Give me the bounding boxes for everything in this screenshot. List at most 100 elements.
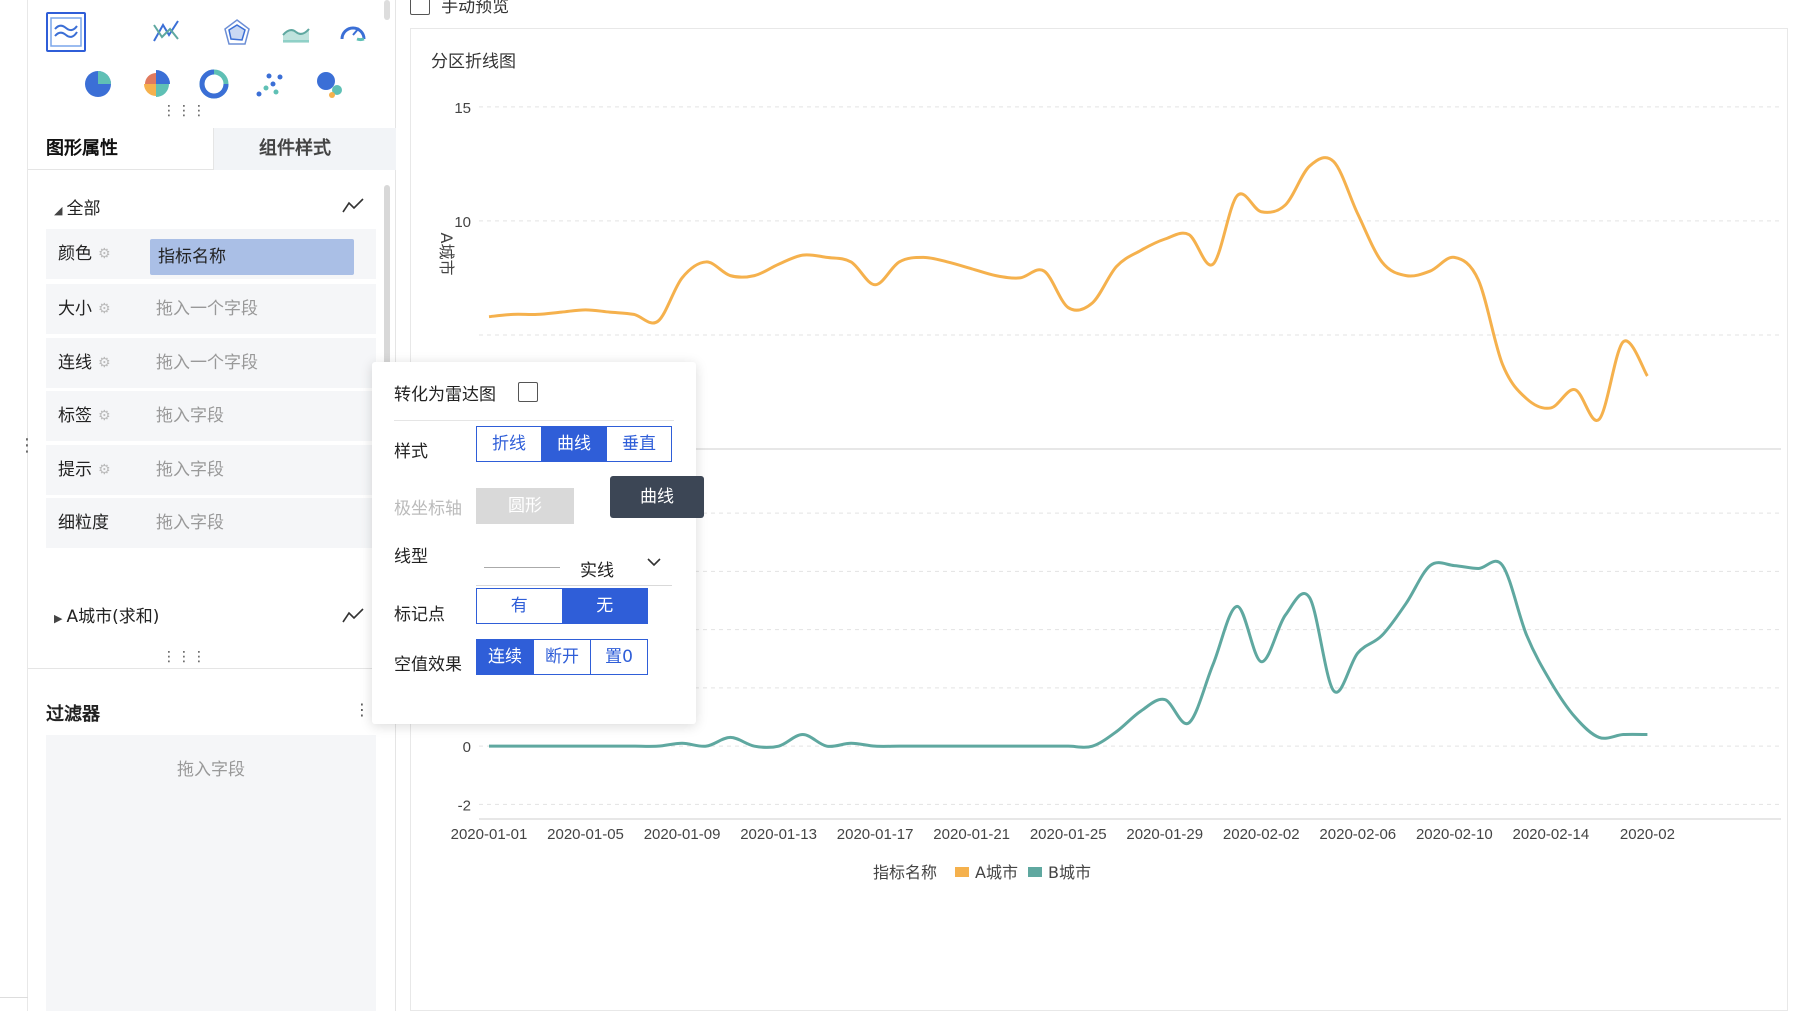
manual-preview-toggle[interactable]: 手动预览	[410, 0, 509, 17]
x-tick-label: 2020-02-10	[1416, 826, 1493, 843]
chevron-down-icon[interactable]	[646, 554, 662, 574]
radar-toggle-label: 转化为雷达图	[394, 385, 496, 405]
y-tick-label: 0	[463, 739, 471, 756]
null-effect-option[interactable]: 置0	[605, 647, 633, 667]
null-effect-option[interactable]: 断开	[534, 640, 591, 674]
null-effect-segmented-control: 连续 断开 置0	[476, 639, 648, 675]
left-strip	[0, 0, 28, 1011]
x-tick-label: 2020-01-25	[1030, 826, 1107, 843]
multi-line-chart-icon[interactable]	[46, 12, 86, 52]
field-label: 提示	[58, 460, 92, 480]
legend-title: 指标名称	[873, 863, 937, 882]
divider	[28, 668, 396, 669]
bubble-chart-icon[interactable]	[309, 64, 349, 104]
field-drop-placeholder[interactable]: 拖入字段	[156, 406, 224, 426]
field-label: 颜色	[58, 244, 92, 264]
line-chart-type-icon[interactable]	[342, 607, 364, 625]
gear-icon[interactable]: ⚙	[98, 408, 111, 424]
x-tick-label: 2020-02-02	[1223, 826, 1300, 843]
field-label: 标签	[58, 406, 92, 426]
field-pill[interactable]: 指标名称	[150, 239, 354, 275]
marker-option[interactable]: 无	[562, 589, 647, 623]
line-type-label: 线型	[394, 547, 428, 567]
divider	[394, 420, 674, 421]
x-tick-label: 2020-01-05	[547, 826, 624, 843]
gear-icon[interactable]: ⚙	[98, 246, 111, 262]
section-a-city[interactable]: ▶ A城市(求和)	[54, 602, 159, 632]
cross-line-chart-icon[interactable]	[146, 12, 186, 52]
polar-axis-label: 极坐标轴	[394, 499, 462, 519]
legend-item: A城市	[975, 863, 1018, 882]
gear-icon[interactable]: ⚙	[98, 462, 111, 478]
null-effect-label: 空值效果	[394, 655, 462, 675]
line-type-select[interactable]: 实线	[476, 548, 672, 586]
style-label: 样式	[394, 442, 428, 462]
filter-drop-zone[interactable]: 拖入字段	[46, 735, 376, 1011]
field-label: 连线	[58, 353, 92, 373]
expand-triangle-icon[interactable]: ▶	[54, 612, 63, 625]
y-tick-label: 10	[454, 214, 471, 231]
manual-preview-label: 手动预览	[441, 0, 510, 17]
scatter-chart-icon[interactable]	[250, 64, 290, 104]
style-segmented-control: 折线 曲线 垂直	[476, 426, 672, 462]
series-line-a-city	[488, 156, 1649, 422]
style-option[interactable]: 垂直	[622, 434, 656, 454]
field-drop-placeholder[interactable]: 拖入一个字段	[156, 353, 258, 373]
field-row-color[interactable]: 颜色 ⚙ 指标名称	[46, 229, 376, 279]
line-type-value: 实线	[580, 561, 614, 581]
tab-graph-attributes[interactable]: 图形属性	[46, 138, 118, 159]
field-row-tip[interactable]: 提示 ⚙ 拖入字段	[46, 445, 376, 495]
gauge-chart-icon[interactable]	[333, 12, 373, 52]
style-option[interactable]: 折线	[477, 427, 542, 461]
x-tick-label: 2020-02-14	[1512, 826, 1589, 843]
series-line-b-city	[489, 559, 1648, 749]
filter-title: 过滤器	[46, 704, 100, 725]
polar-circle-option[interactable]: 圆形	[476, 488, 574, 524]
section-all[interactable]: ◢ 全部	[54, 194, 100, 224]
rose-pie-chart-icon[interactable]	[136, 64, 176, 104]
x-tick-label: 2020-01-09	[644, 826, 721, 843]
x-tick-label: 2020-01-01	[451, 826, 528, 843]
filter-placeholder: 拖入字段	[177, 760, 245, 780]
marker-segmented-control: 有无	[476, 588, 648, 624]
donut-chart-icon[interactable]	[194, 64, 234, 104]
config-panel: ⋮⋮⋮ 图形属性 组件样式 ◢ 全部 颜色 ⚙ 指标名称 大小 ⚙ 拖入一个字段 连线 ⚙ 拖入一…	[28, 0, 396, 1011]
tab-component-style[interactable]: 组件样式	[213, 128, 396, 170]
line-chart-type-icon[interactable]	[342, 197, 364, 215]
y-axis-label: A城市	[437, 233, 456, 276]
x-tick-label: 2020-02	[1620, 826, 1675, 843]
section-all-label: 全部	[66, 199, 101, 219]
pie-chart-icon[interactable]	[78, 64, 118, 104]
legend-swatch	[1028, 867, 1042, 877]
scrollbar[interactable]	[384, 185, 390, 395]
x-tick-label: 2020-01-17	[837, 826, 914, 843]
x-tick-label: 2020-01-13	[740, 826, 817, 843]
tab-bar: 图形属性 组件样式	[28, 128, 396, 170]
collapse-triangle-icon[interactable]: ◢	[54, 204, 63, 217]
field-drop-placeholder[interactable]: 拖入字段	[156, 460, 224, 480]
resize-handle-icon[interactable]: ⋮⋮⋮	[162, 103, 207, 119]
field-row-size[interactable]: 大小 ⚙ 拖入一个字段	[46, 284, 376, 334]
field-row-tag[interactable]: 标签 ⚙ 拖入字段	[46, 391, 376, 441]
chart-title: 分区折线图	[431, 52, 516, 72]
field-label: 细粒度	[58, 513, 109, 533]
more-vertical-icon[interactable]: ⋮	[354, 700, 370, 719]
style-option[interactable]: 曲线	[542, 427, 607, 461]
radar-chart-icon[interactable]	[217, 12, 257, 52]
radar-checkbox[interactable]	[518, 382, 538, 402]
x-tick-label: 2020-01-29	[1126, 826, 1203, 843]
field-drop-placeholder[interactable]: 拖入一个字段	[156, 299, 258, 319]
manual-preview-checkbox[interactable]	[410, 0, 430, 15]
marker-option[interactable]: 有	[477, 589, 563, 623]
field-row-granularity[interactable]: 细粒度 拖入字段	[46, 498, 376, 548]
x-tick-label: 2020-02-06	[1319, 826, 1396, 843]
null-effect-option[interactable]: 连续	[477, 640, 534, 674]
field-drop-placeholder[interactable]: 拖入字段	[156, 513, 224, 533]
tooltip: 曲线	[610, 476, 704, 518]
scrollbar[interactable]	[384, 0, 390, 20]
gear-icon[interactable]: ⚙	[98, 301, 111, 317]
area-chart-icon[interactable]	[276, 12, 316, 52]
gear-icon[interactable]: ⚙	[98, 355, 111, 371]
resize-handle-icon[interactable]: ⋮⋮⋮	[162, 649, 207, 665]
field-row-line[interactable]: 连线 ⚙ 拖入一个字段	[46, 338, 376, 388]
